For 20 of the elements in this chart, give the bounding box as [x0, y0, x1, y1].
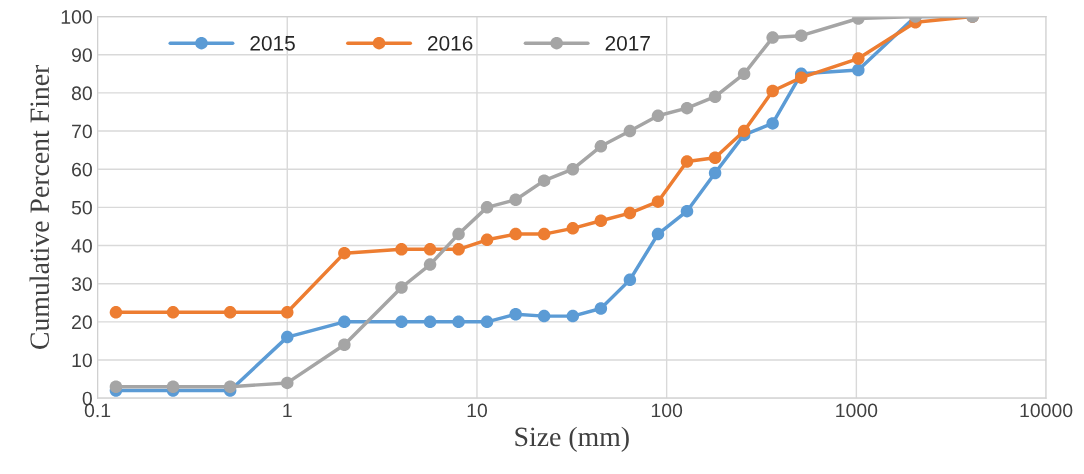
x-tick-label: 1000	[836, 403, 878, 418]
x-tick-label: 1	[283, 403, 292, 418]
legend-label: 2015	[250, 35, 295, 51]
y-axis-title: Cumulative Percent Finer	[29, 64, 50, 349]
x-tick-label: 10	[467, 403, 488, 418]
y-tick-label: 90	[71, 48, 92, 62]
y-tick-label: 60	[72, 162, 92, 177]
y-tick-label: 50	[71, 200, 92, 215]
y-tick-label: 30	[71, 277, 92, 291]
x-tick-label: 100	[651, 403, 683, 418]
y-tick-label: 10	[72, 353, 92, 368]
x-axis-title: Size (mm)	[515, 426, 629, 452]
y-tick-label: 40	[71, 239, 92, 253]
x-tick-label: 10000	[1020, 403, 1073, 418]
y-tick-label: 80	[71, 86, 92, 101]
y-tick-label: 20	[72, 315, 92, 330]
y-tick-label: 100	[61, 10, 92, 24]
legend-label: 2016	[428, 35, 473, 51]
legend-label: 2017	[605, 35, 650, 51]
y-tick-label: 70	[72, 124, 92, 139]
